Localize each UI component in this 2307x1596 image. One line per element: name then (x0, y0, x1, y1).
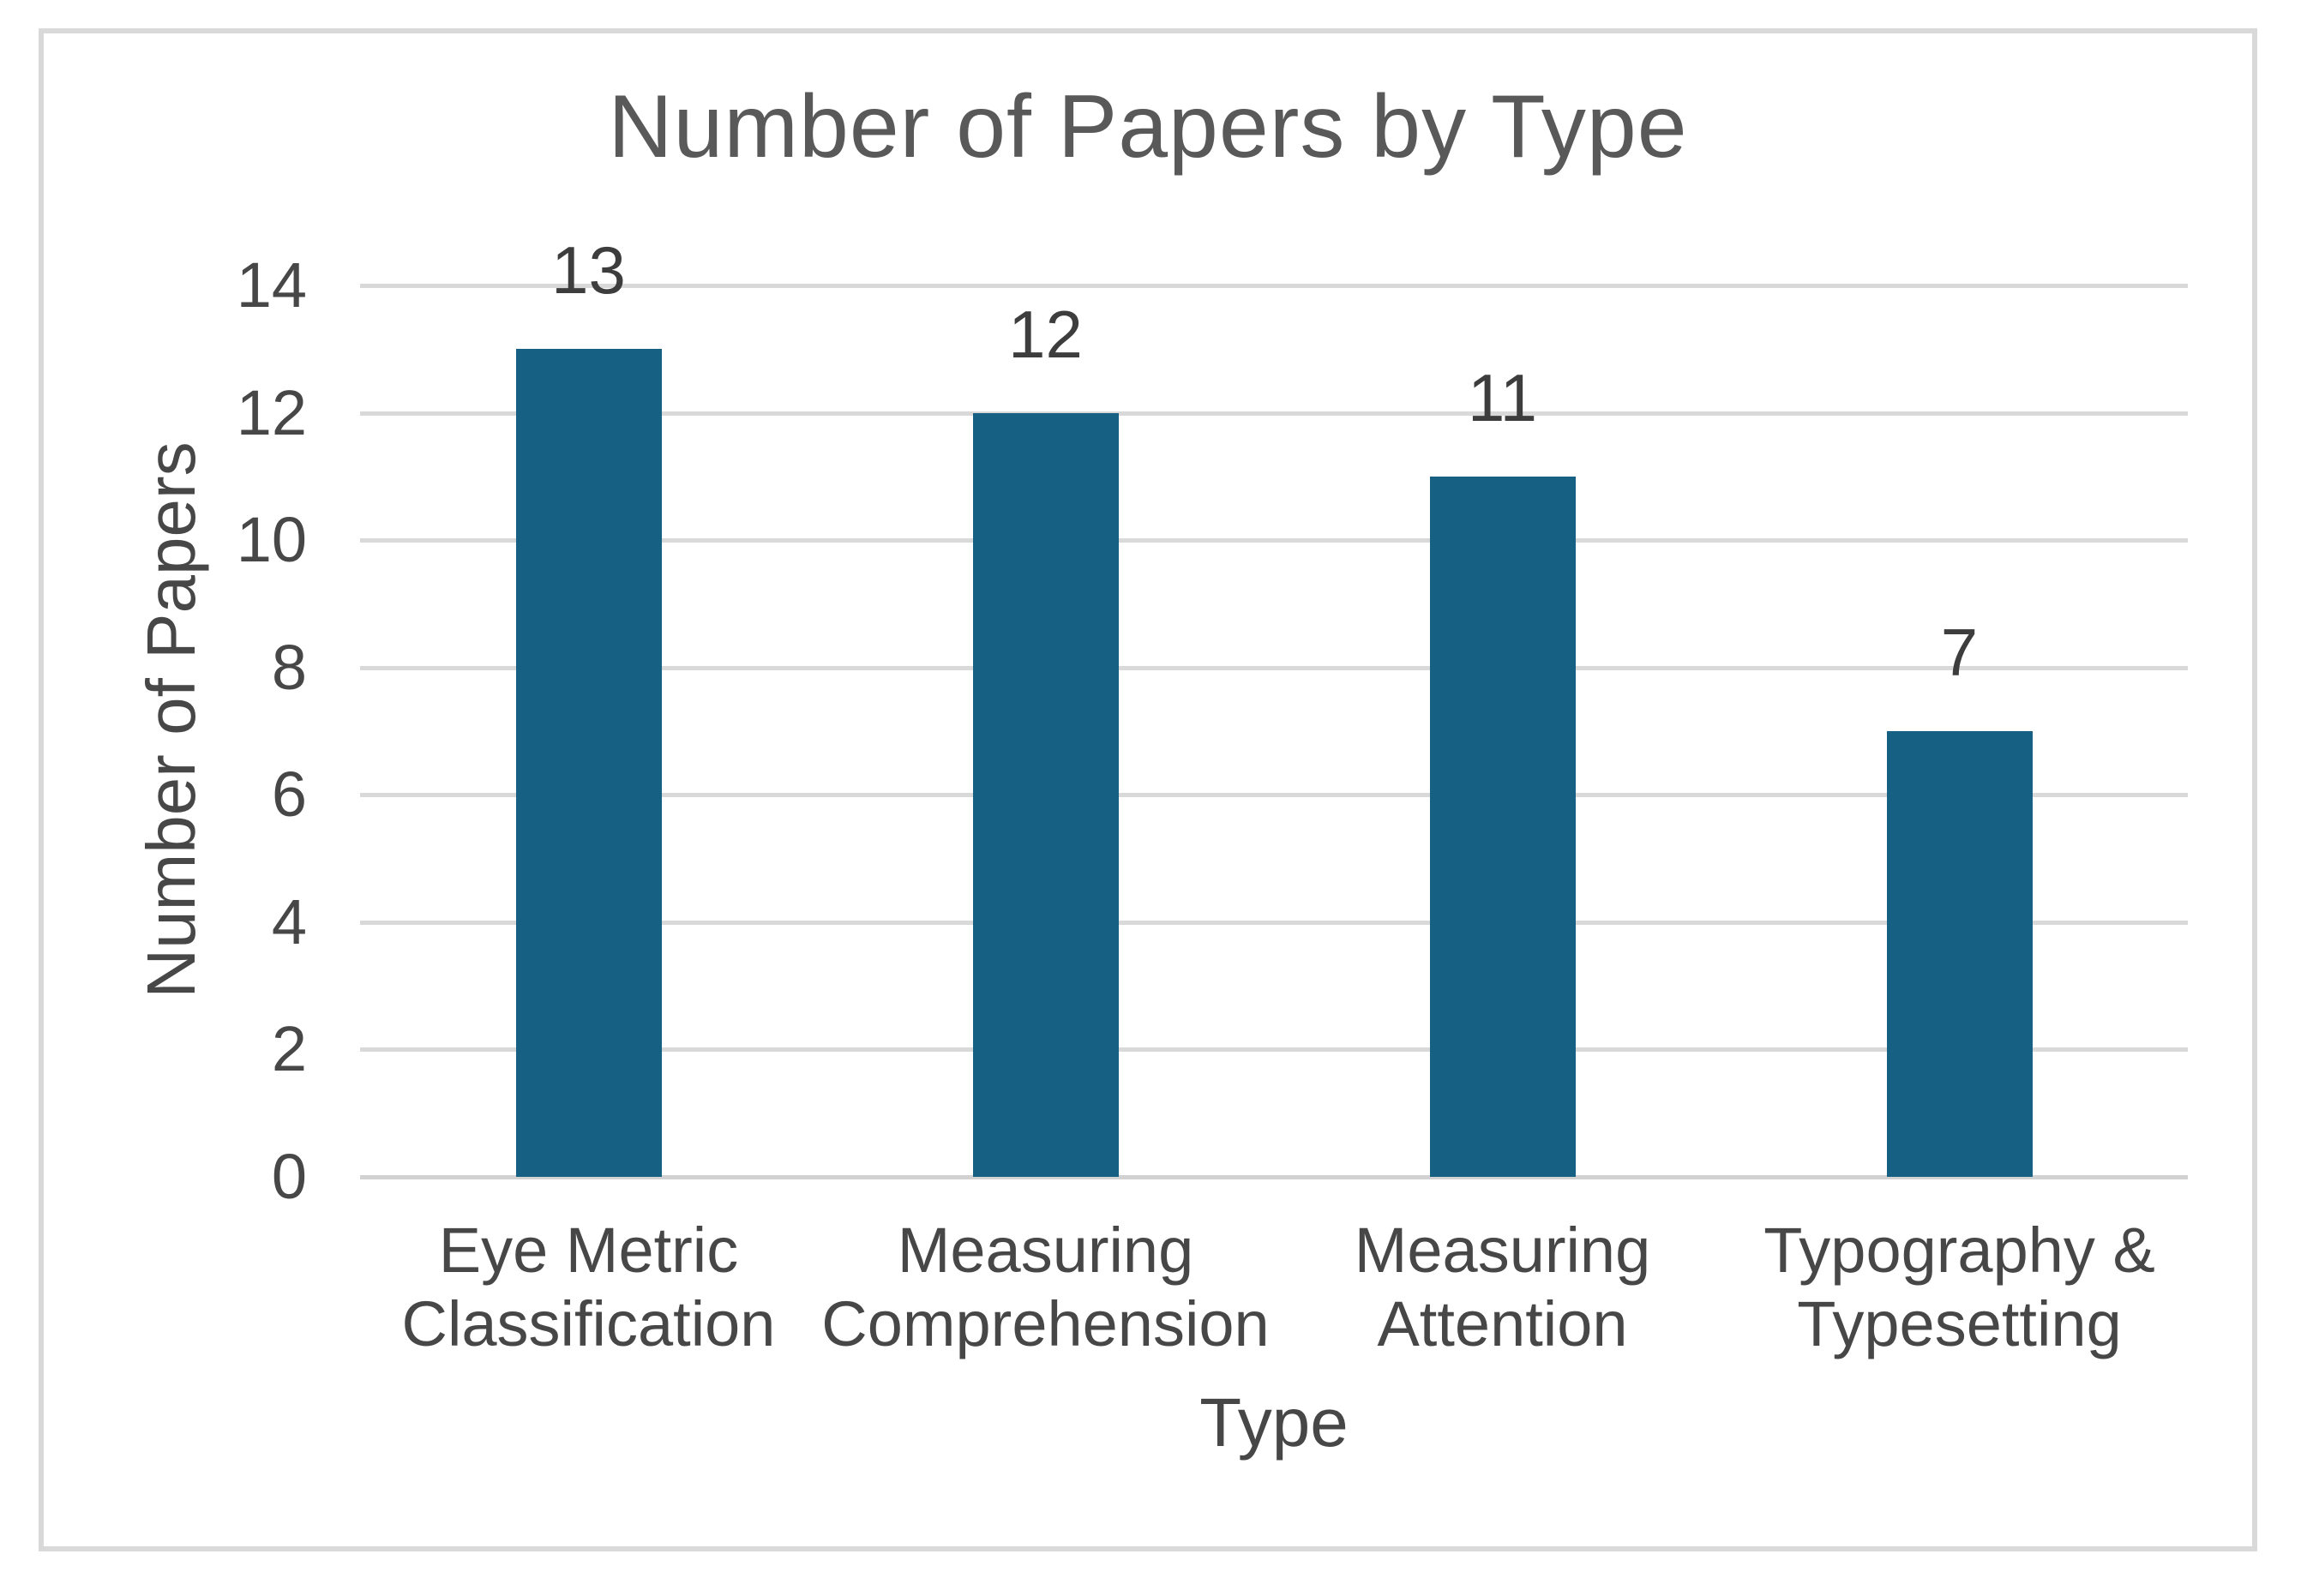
gridline (360, 793, 2188, 798)
x-axis-title: Type (1199, 1384, 1349, 1461)
bar (515, 349, 662, 1177)
bar-value-label: 7 (1940, 615, 1979, 690)
bar (1429, 476, 1576, 1177)
y-tick-label: 14 (236, 249, 307, 321)
y-tick-label: 0 (271, 1141, 307, 1212)
bar (1886, 731, 2033, 1177)
y-tick-label: 6 (271, 759, 307, 831)
gridline (360, 665, 2188, 670)
gridline (360, 284, 2188, 288)
x-category-label: Typography & Typesetting (1763, 1215, 2155, 1359)
bar-value-label: 12 (1008, 296, 1083, 372)
bar-value-label: 11 (1468, 359, 1537, 435)
y-tick-label: 2 (271, 1013, 307, 1085)
y-tick-label: 10 (236, 504, 307, 576)
gridline (360, 411, 2188, 416)
x-category-label: Measuring Comprehension (821, 1215, 1270, 1359)
x-category-label: Measuring Attention (1354, 1215, 1651, 1359)
bar-value-label: 13 (551, 232, 626, 309)
gridline (360, 1175, 2188, 1179)
gridline (360, 538, 2188, 543)
bar (972, 412, 1119, 1177)
y-tick-label: 12 (236, 376, 307, 448)
chart-title: Number of Papers by Type (608, 77, 1688, 177)
gridline (360, 1047, 2188, 1053)
y-tick-label: 8 (271, 631, 307, 703)
y-tick-label: 4 (271, 885, 307, 957)
x-category-label: Eye Metric Classification (401, 1215, 776, 1359)
gridline (360, 920, 2188, 925)
